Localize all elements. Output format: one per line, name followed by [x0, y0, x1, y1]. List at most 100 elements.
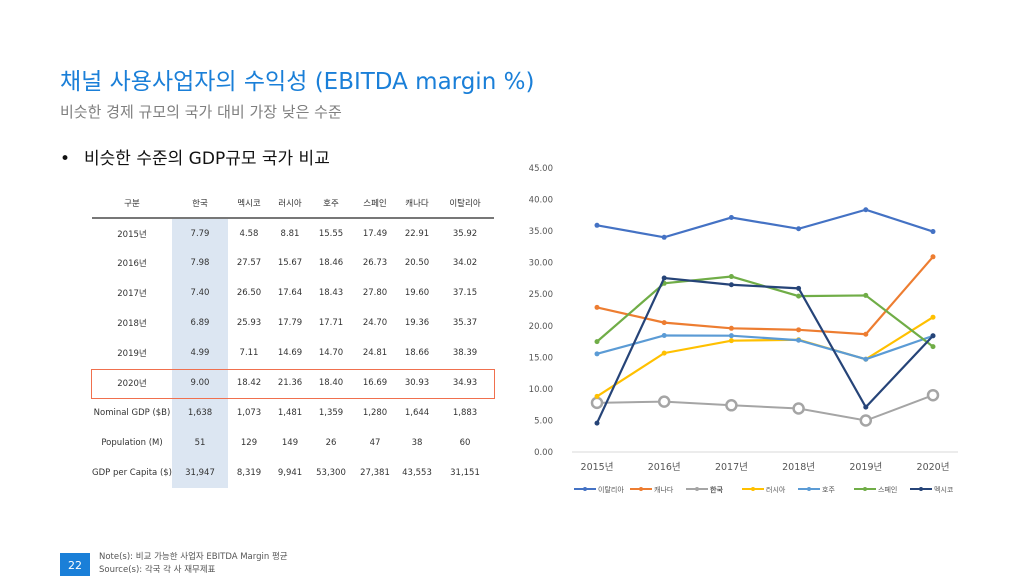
y-tick-label: 0.00	[534, 448, 553, 458]
legend-marker	[639, 487, 643, 491]
y-tick-label: 25.00	[529, 290, 553, 300]
table-cell: 8.81	[280, 228, 300, 239]
y-tick-label: 40.00	[529, 196, 553, 206]
table-cell: 7.98	[172, 248, 228, 278]
data-point	[728, 325, 734, 331]
legend-marker	[695, 487, 699, 491]
table-cell: 26.73	[362, 258, 388, 268]
data-point	[930, 229, 936, 235]
row-label: 2019년	[117, 349, 147, 359]
table-cell: 34.02	[452, 258, 478, 268]
y-tick-label: 30.00	[529, 259, 553, 269]
table-cell: 19.60	[404, 288, 430, 298]
x-tick-label: 2019년	[849, 462, 882, 473]
table-cell: 17.71	[318, 318, 344, 328]
table-cell: 17.49	[362, 228, 388, 239]
series-line	[596, 276, 934, 424]
data-point	[728, 215, 734, 221]
table-cell: 24.70	[362, 318, 388, 328]
data-point	[930, 254, 936, 260]
data-point	[661, 234, 667, 240]
data-point	[728, 333, 734, 339]
table-cell: 14.70	[318, 348, 344, 358]
column-header: 스페인	[352, 188, 398, 219]
table-cell: 129	[240, 438, 258, 448]
table-cell: 1,073	[236, 408, 262, 418]
page-title: 채널 사용사업자의 수익성 (EBITDA margin %)	[60, 69, 535, 95]
data-point	[863, 356, 869, 362]
table-cell: 7.11	[239, 348, 259, 358]
row-label: 2016년	[117, 259, 147, 269]
table-cell: 25.93	[236, 318, 262, 328]
table-cell: 19.36	[404, 318, 430, 328]
highlight-box	[91, 369, 495, 399]
table-cell: 60	[459, 438, 471, 448]
table-cell: 9.00	[172, 368, 228, 398]
table-cell: 1,638	[172, 398, 228, 428]
data-point	[728, 338, 734, 344]
table-cell: 18.42	[236, 378, 262, 388]
table-cell: 7.40	[172, 278, 228, 308]
data-point	[796, 337, 802, 343]
footnotes: Note(s): 비교 가능한 사업자 EBITDA Margin 평균 Sou…	[99, 551, 288, 577]
data-point	[594, 304, 600, 310]
series-line	[596, 334, 934, 361]
table-cell: 6.89	[172, 308, 228, 338]
legend-label: 호주	[822, 486, 835, 494]
column-header: 러시아	[270, 188, 310, 219]
table-cell: 1,883	[452, 408, 478, 418]
data-point	[661, 275, 667, 281]
table-cell: 16.69	[362, 378, 388, 388]
table-cell: 15.67	[277, 258, 303, 268]
y-tick-label: 20.00	[529, 322, 553, 332]
data-point	[728, 282, 734, 288]
table-cell: 21.36	[277, 378, 303, 388]
data-point	[594, 393, 600, 399]
column-header: 한국	[172, 188, 228, 219]
table-cell: 1,481	[277, 408, 303, 418]
legend-marker	[751, 487, 755, 491]
data-point	[792, 402, 805, 415]
table-cell: 31,151	[450, 468, 480, 478]
x-tick-label: 2017년	[715, 462, 748, 473]
column-header: 이탈리아	[436, 188, 494, 219]
data-point	[863, 292, 869, 298]
data-point	[859, 414, 873, 427]
y-tick-label: 35.00	[529, 227, 553, 237]
table-cell: 24.81	[362, 348, 388, 358]
legend-label: 멕시코	[934, 485, 954, 494]
legend-label: 러시아	[766, 485, 786, 494]
table-cell: 53,300	[316, 468, 346, 478]
table-cell: 149	[281, 438, 299, 448]
table-cell: 9,941	[277, 468, 303, 478]
data-point	[796, 226, 802, 232]
table-cell: 30.93	[404, 378, 430, 388]
table-cell: 8,319	[236, 468, 262, 478]
table-cell: 1,644	[404, 408, 430, 418]
x-tick-label: 2018년	[782, 462, 815, 473]
series-line	[596, 316, 934, 398]
table-cell: 18.43	[318, 288, 344, 298]
data-point	[863, 207, 869, 213]
table-cell: 35.92	[452, 228, 478, 239]
data-point	[661, 332, 667, 338]
bullet-point: • 비슷한 수준의 GDP규모 국가 비교	[60, 144, 330, 169]
column-header: 구분	[92, 188, 172, 219]
series-line	[596, 208, 934, 239]
table-cell: 4.58	[239, 228, 259, 239]
series-line	[596, 394, 934, 422]
table-cell: 47	[369, 438, 381, 448]
data-point	[661, 350, 667, 356]
table-row: Nominal GDP ($B) 1,638 1,073 1,481 1,359 1,28…	[92, 398, 494, 428]
page-number: 22	[60, 553, 90, 576]
data-point	[594, 351, 600, 357]
page-subtitle: 비슷한 경제 규모의 국가 대비 가장 낮은 수준	[60, 103, 342, 121]
table-cell: 20.50	[404, 258, 430, 268]
table-row: 2016년 7.98 27.57 15.67 18.46 26.73 20.50 34.02	[92, 248, 494, 278]
legend-label: 스페인	[878, 485, 897, 494]
legend-marker	[863, 487, 867, 491]
data-point	[725, 399, 738, 412]
column-header: 캐나다	[398, 188, 436, 219]
legend-label: 이탈리아	[598, 485, 624, 494]
table-cell: 27.57	[236, 258, 262, 268]
